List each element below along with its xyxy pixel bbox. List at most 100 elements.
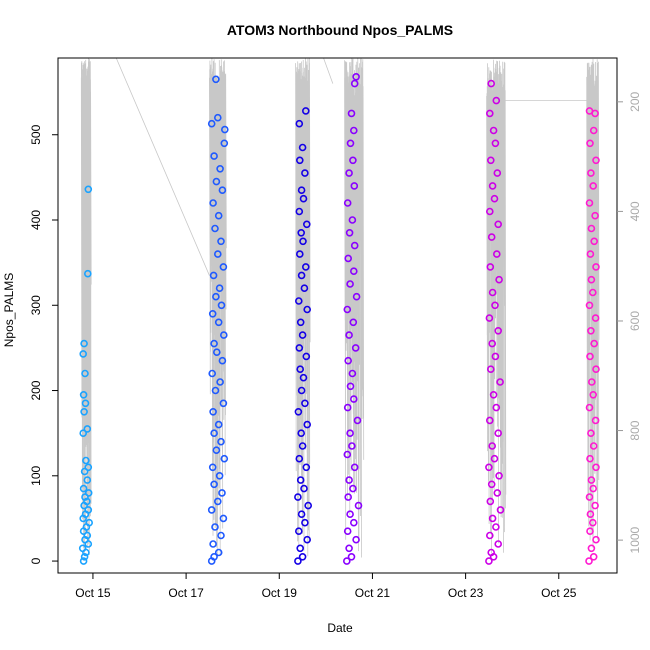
- data-point: [487, 233, 496, 241]
- data-point: [80, 552, 89, 561]
- data-point: [493, 489, 502, 497]
- data-point: [303, 420, 312, 429]
- data-point: [84, 185, 93, 194]
- data-point: [84, 463, 93, 472]
- data-point: [485, 557, 493, 565]
- data-point: [592, 365, 600, 374]
- data-point: [485, 531, 494, 540]
- data-point: [300, 284, 309, 293]
- data-point: [294, 557, 302, 565]
- data-point: [495, 275, 503, 284]
- data-point: [490, 194, 499, 203]
- data-point: [302, 463, 311, 472]
- data-point: [493, 169, 502, 177]
- data-point: [221, 125, 229, 134]
- data-point: [208, 309, 217, 318]
- data-point: [303, 535, 312, 544]
- data-point: [347, 109, 356, 118]
- data-point: [345, 544, 353, 553]
- data-point: [298, 331, 307, 339]
- data-point: [587, 476, 596, 484]
- data-point: [217, 437, 225, 446]
- data-point: [346, 429, 354, 438]
- data-point: [81, 493, 89, 501]
- data-point: [486, 365, 495, 374]
- data-point: [299, 237, 307, 246]
- data-point: [219, 263, 228, 271]
- data-point: [299, 194, 308, 203]
- y-axis-label: Npos_PALMS: [2, 273, 16, 347]
- data-point: [488, 182, 497, 190]
- x-tick-label: Oct 23: [448, 586, 484, 600]
- data-point: [297, 229, 306, 237]
- data-point: [489, 390, 498, 399]
- data-point: [85, 518, 93, 527]
- secondary-trace: [80, 57, 600, 558]
- data-point: [210, 339, 218, 348]
- data-point: [585, 493, 594, 501]
- data-point: [218, 489, 226, 497]
- data-point: [589, 552, 598, 561]
- data-point: [343, 199, 352, 207]
- data-point: [492, 250, 501, 258]
- data-point: [345, 476, 353, 484]
- data-point: [487, 79, 496, 88]
- data-point: [79, 429, 87, 438]
- data-point: [350, 182, 359, 190]
- x-tick-label: Oct 19: [262, 586, 298, 600]
- data-point: [210, 152, 218, 160]
- data-point: [485, 463, 493, 472]
- data-point: [491, 139, 500, 148]
- data-point: [348, 216, 357, 224]
- data-point: [209, 271, 218, 280]
- data-point: [300, 484, 308, 493]
- data-point: [589, 182, 598, 190]
- data-point: [486, 497, 495, 506]
- data-point: [491, 352, 500, 361]
- data-point: [496, 506, 505, 514]
- data-point: [80, 407, 88, 416]
- data-point: [588, 518, 597, 527]
- data-point: [214, 548, 223, 557]
- data-point: [83, 425, 92, 433]
- data-point: [212, 177, 221, 186]
- data-point: [297, 386, 306, 395]
- data-point: [351, 344, 360, 352]
- data-point: [492, 96, 501, 105]
- data-point: [592, 535, 600, 544]
- data-point: [211, 224, 219, 233]
- data-point: [304, 501, 313, 510]
- data-point: [585, 403, 594, 412]
- data-point: [588, 288, 597, 297]
- y2-tick-label: 600: [628, 311, 642, 331]
- data-point: [349, 484, 357, 493]
- data-point: [219, 399, 228, 408]
- x-axis: Oct 15 Oct 17 Oct 19 Oct 21 Oct 23 Oct 25: [75, 573, 577, 600]
- data-point: [485, 314, 494, 322]
- data-point: [591, 416, 600, 425]
- data-point: [301, 107, 310, 115]
- data-point: [294, 297, 303, 305]
- data-point: [591, 211, 599, 220]
- data-point: [491, 301, 499, 310]
- data-point: [78, 544, 87, 553]
- x-tick-label: Oct 21: [355, 586, 391, 600]
- data-point: [586, 510, 595, 519]
- data-point: [587, 169, 595, 177]
- data-point: [216, 165, 224, 173]
- data-point: [212, 446, 221, 455]
- y-tick-label: 500: [29, 124, 43, 144]
- data-point: [590, 339, 599, 348]
- data-point: [350, 463, 359, 472]
- y-tick-label: 400: [29, 210, 43, 230]
- y-tick-label: 300: [29, 295, 43, 315]
- data-point: [298, 552, 307, 561]
- data-point: [79, 484, 88, 493]
- data-point: [303, 305, 312, 314]
- y-tick-label: 0: [29, 557, 43, 564]
- data-point: [210, 480, 218, 489]
- data-point: [586, 352, 594, 361]
- data-point: [211, 523, 219, 531]
- data-point: [349, 156, 357, 165]
- data-point: [220, 139, 229, 148]
